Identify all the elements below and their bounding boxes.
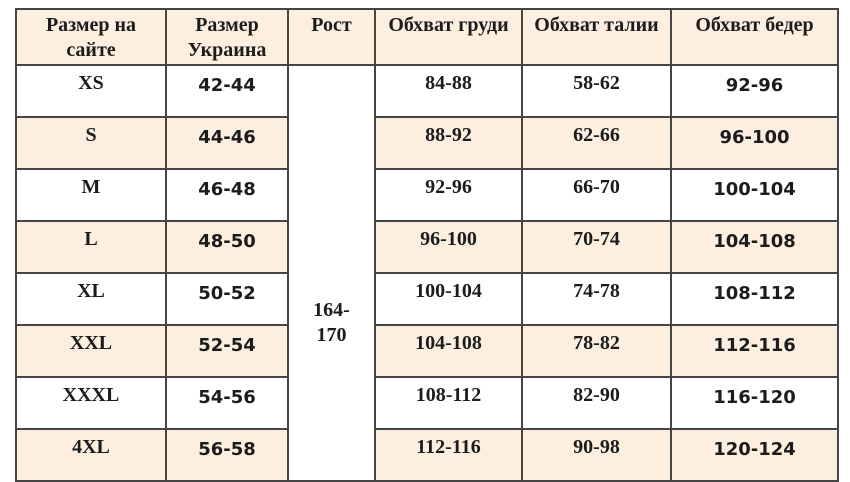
cell-ua: 54-56 <box>165 376 289 430</box>
column-header-chest: Обхват груди <box>374 8 523 66</box>
cell-chest: 84-88 <box>374 64 523 118</box>
size-chart-container: Размер на сайте Размер Украина Рост Обхв… <box>15 8 839 482</box>
size-table-header: Размер на сайте Размер Украина Рост Обхв… <box>15 8 839 66</box>
cell-site: 4XL <box>15 428 167 482</box>
cell-waist: 62-66 <box>521 116 672 170</box>
table-row: 4XL 56-58 112-116 90-98 120-124 <box>15 428 839 482</box>
cell-ua: 42-44 <box>165 64 289 118</box>
cell-hips: 108-112 <box>670 272 839 326</box>
size-table-body: XS 42-44 164- 170 84-88 58-62 92-96 S 44-46 88-92… <box>15 64 839 482</box>
cell-waist: 74-78 <box>521 272 672 326</box>
cell-chest: 88-92 <box>374 116 523 170</box>
column-header-ukraine-size: Размер Украина <box>165 8 289 66</box>
cell-hips: 120-124 <box>670 428 839 482</box>
cell-chest: 100-104 <box>374 272 523 326</box>
column-header-hips: Обхват бедер <box>670 8 839 66</box>
cell-site: XL <box>15 272 167 326</box>
cell-chest: 112-116 <box>374 428 523 482</box>
cell-chest: 96-100 <box>374 220 523 274</box>
table-row: XXL 52-54 104-108 78-82 112-116 <box>15 324 839 378</box>
height-range-line1: 164- <box>313 299 350 321</box>
cell-ua: 52-54 <box>165 324 289 378</box>
cell-hips: 112-116 <box>670 324 839 378</box>
cell-height-range: 164- 170 <box>287 64 376 482</box>
table-row: XS 42-44 164- 170 84-88 58-62 92-96 <box>15 64 839 482</box>
header-row: Размер на сайте Размер Украина Рост Обхв… <box>15 8 839 66</box>
cell-site: XXL <box>15 324 167 378</box>
cell-waist: 90-98 <box>521 428 672 482</box>
cell-ua: 46-48 <box>165 168 289 222</box>
cell-ua: 48-50 <box>165 220 289 274</box>
cell-hips: 104-108 <box>670 220 839 274</box>
cell-chest: 108-112 <box>374 376 523 430</box>
cell-site: XS <box>15 64 167 118</box>
cell-hips: 96-100 <box>670 116 839 170</box>
cell-ua: 56-58 <box>165 428 289 482</box>
cell-waist: 66-70 <box>521 168 672 222</box>
cell-site: M <box>15 168 167 222</box>
cell-hips: 100-104 <box>670 168 839 222</box>
cell-hips: 92-96 <box>670 64 839 118</box>
cell-hips: 116-120 <box>670 376 839 430</box>
cell-waist: 78-82 <box>521 324 672 378</box>
table-row: L 48-50 96-100 70-74 104-108 <box>15 220 839 274</box>
cell-waist: 58-62 <box>521 64 672 118</box>
cell-waist: 70-74 <box>521 220 672 274</box>
cell-ua: 44-46 <box>165 116 289 170</box>
column-header-waist: Обхват талии <box>521 8 672 66</box>
cell-site: XXXL <box>15 376 167 430</box>
column-header-site-size: Размер на сайте <box>15 8 167 66</box>
cell-site: L <box>15 220 167 274</box>
cell-site: S <box>15 116 167 170</box>
column-header-height: Рост <box>287 8 376 66</box>
cell-chest: 92-96 <box>374 168 523 222</box>
cell-chest: 104-108 <box>374 324 523 378</box>
table-row: XXXL 54-56 108-112 82-90 116-120 <box>15 376 839 430</box>
table-row: XL 50-52 100-104 74-78 108-112 <box>15 272 839 326</box>
cell-ua: 50-52 <box>165 272 289 326</box>
height-range-line2: 170 <box>316 324 347 346</box>
table-row: S 44-46 88-92 62-66 96-100 <box>15 116 839 170</box>
table-row: M 46-48 92-96 66-70 100-104 <box>15 168 839 222</box>
cell-waist: 82-90 <box>521 376 672 430</box>
size-chart-table: Размер на сайте Размер Украина Рост Обхв… <box>15 8 839 482</box>
